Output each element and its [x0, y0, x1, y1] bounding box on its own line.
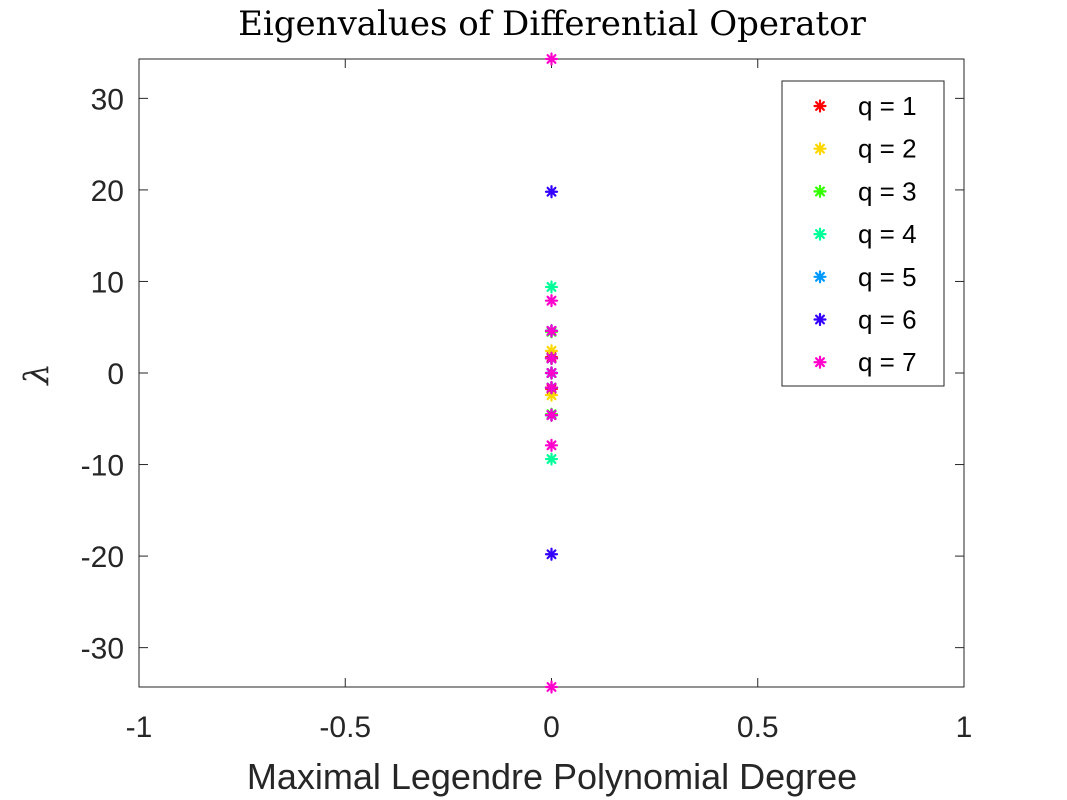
- x-tick-label: 1: [956, 711, 973, 744]
- y-tick-label: -20: [81, 541, 124, 574]
- data-point: [544, 408, 559, 422]
- legend-entry: q = 4: [858, 219, 917, 249]
- legend-box: [781, 80, 945, 387]
- legend-marker: [813, 227, 827, 241]
- data-point: [544, 680, 559, 694]
- data-point: [544, 185, 559, 199]
- data-point: [544, 547, 559, 561]
- legend-entry: q = 1: [858, 91, 917, 121]
- legend-marker: [813, 270, 827, 284]
- legend-marker: [813, 312, 827, 327]
- x-tick-label: -1: [126, 711, 153, 744]
- y-tick-label: -10: [81, 450, 124, 483]
- legend: q = 1 q = 2 q = 3 q = 4 q = 5 q = 6 q = 7: [781, 80, 945, 387]
- x-tick-label: 0: [543, 711, 560, 744]
- x-axis: -1 -0.5 0 0.5 1: [126, 59, 973, 744]
- data-point: [544, 366, 559, 380]
- y-axis-label: λ: [17, 363, 57, 387]
- y-tick-label: 30: [91, 83, 124, 116]
- legend-entry: q = 6: [858, 305, 917, 335]
- x-tick-label: 0.5: [737, 711, 779, 744]
- legend-entry: q = 5: [858, 262, 917, 292]
- legend-marker: [813, 184, 827, 198]
- data-point: [544, 294, 559, 308]
- y-tick-label: 20: [91, 175, 124, 208]
- chart-title: Eigenvalues of Differential Operator: [238, 4, 867, 44]
- data-point: [544, 438, 559, 452]
- y-tick-label: -30: [81, 633, 124, 666]
- y-tick-label: 0: [107, 358, 124, 391]
- y-tick-label: 10: [91, 266, 124, 299]
- legend-entry: q = 3: [858, 176, 917, 206]
- x-tick-label: -0.5: [319, 711, 371, 744]
- data-point: [544, 344, 559, 358]
- data-point: [544, 381, 559, 395]
- y-axis: -30 -20 -10 0 10 20 30: [81, 83, 964, 666]
- legend-entry: q = 7: [858, 347, 917, 377]
- data-point: [544, 52, 559, 66]
- data-points: [544, 52, 559, 694]
- legend-marker: [813, 355, 827, 369]
- data-point: [544, 452, 559, 466]
- data-point: [544, 351, 559, 365]
- x-axis-label: Maximal Legendre Polynomial Degree: [247, 756, 857, 797]
- data-point: [544, 280, 559, 294]
- legend-marker: [813, 142, 827, 156]
- legend-marker: [813, 99, 827, 113]
- legend-entry: q = 2: [858, 134, 917, 164]
- data-point: [544, 324, 559, 338]
